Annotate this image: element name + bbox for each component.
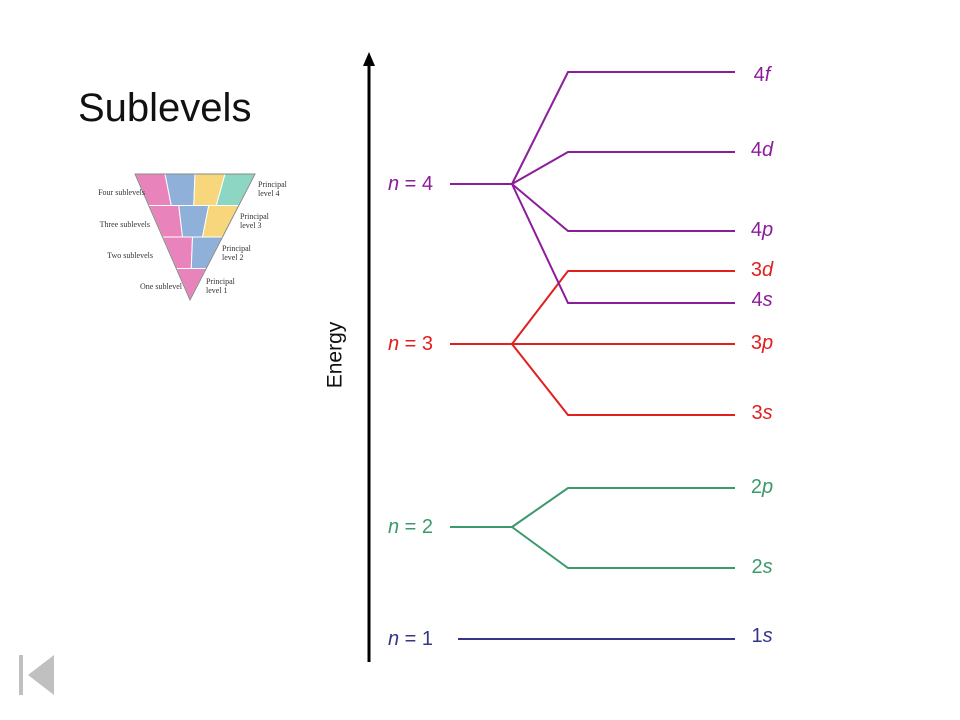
sublevel-type: s <box>762 402 773 424</box>
sublevel-label: 4f <box>754 65 771 85</box>
level-label: n = 1 <box>388 628 434 650</box>
inset-left-label: One sublevel <box>140 282 182 291</box>
level-label: n = 4 <box>388 173 434 195</box>
axis-arrowhead <box>363 52 375 66</box>
inset-cell <box>161 236 194 269</box>
level-label: n = 2 <box>388 516 434 538</box>
inset-outline <box>134 173 256 302</box>
sublevel-shell: 4 <box>750 219 762 241</box>
inset-left-label: Four sublevels <box>98 188 145 197</box>
sublevel-line <box>511 71 735 185</box>
inset-cell <box>201 205 240 238</box>
inset-left-label: Two sublevels <box>107 251 153 260</box>
sublevel-type: p <box>762 219 774 241</box>
inset-right-label: Principal level 2 <box>222 244 251 262</box>
sublevel-shell: 2 <box>750 476 762 498</box>
sublevel-line <box>511 526 735 569</box>
sublevel-label: 2s <box>751 557 772 577</box>
sublevel-label: 3p <box>751 333 773 353</box>
inset-cell <box>148 205 184 238</box>
sublevel-shell: 4 <box>751 289 763 311</box>
sublevel-type: d <box>762 139 774 161</box>
sublevel-line <box>511 183 735 232</box>
sublevel-shell: 3 <box>751 402 763 424</box>
sublevel-line <box>511 270 735 345</box>
sublevel-label: 3s <box>751 403 772 423</box>
inset-right-label: Principal level 1 <box>206 277 235 295</box>
sublevel-type: p <box>762 476 774 498</box>
sublevel-label: 1s <box>751 626 772 646</box>
sublevel-type: s <box>762 289 773 311</box>
sublevel-type: d <box>762 259 774 281</box>
sublevel-label: 3d <box>751 260 773 280</box>
axis-label: Energy <box>323 321 347 389</box>
sublevel-label: 4s <box>751 290 772 310</box>
sublevel-shell: 4 <box>753 64 765 86</box>
inset-left-label: Three sublevels <box>99 220 150 229</box>
level-label: n = 3 <box>388 333 434 355</box>
nav-bar[interactable] <box>19 655 23 695</box>
sublevel-label: 4p <box>751 220 773 240</box>
sublevel-shell: 2 <box>751 556 763 578</box>
sublevel-shell: 4 <box>750 139 762 161</box>
sublevel-type: s <box>762 556 773 578</box>
sublevel-line <box>511 183 735 304</box>
sublevel-label: 4d <box>751 140 773 160</box>
inset-right-label: Principal level 3 <box>240 212 269 230</box>
sublevel-line <box>511 487 735 528</box>
title: Sublevels <box>78 86 252 130</box>
sublevel-type: f <box>764 64 771 86</box>
sublevel-shell: 3 <box>750 259 762 281</box>
sublevel-label: 2p <box>751 477 773 497</box>
sublevel-line <box>511 343 735 416</box>
inset-right-label: Principal level 4 <box>258 180 287 198</box>
nav-back[interactable] <box>28 655 54 695</box>
sublevel-type: s <box>762 625 773 647</box>
sublevel-shell: 3 <box>750 332 762 354</box>
sublevel-type: p <box>762 332 774 354</box>
sublevel-line <box>511 151 735 185</box>
inset-cell <box>190 236 224 269</box>
sublevel-shell: 1 <box>751 625 763 647</box>
